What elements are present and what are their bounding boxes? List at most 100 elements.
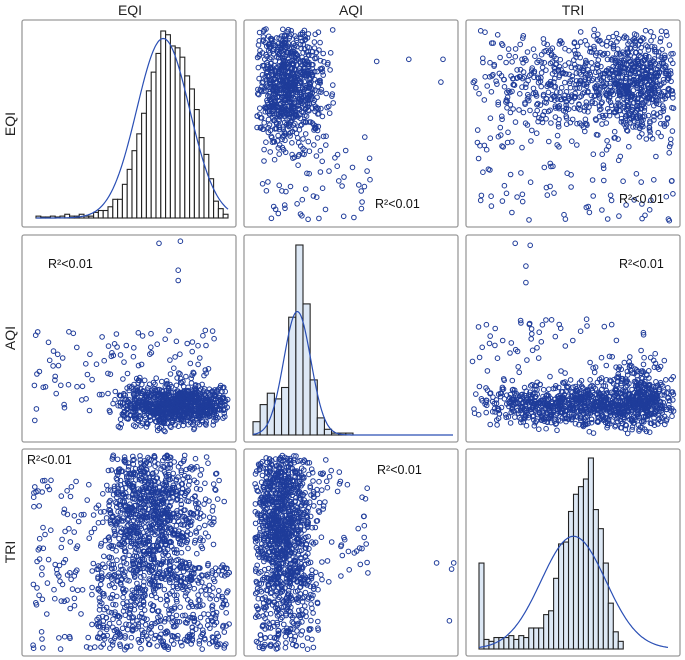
histogram-bar [513, 638, 520, 650]
scatter-point [504, 105, 510, 111]
scatter-point [303, 113, 310, 119]
scatter-point [268, 96, 274, 102]
scatter-point [290, 115, 297, 121]
scatter-point [583, 71, 589, 77]
scatter-point [584, 42, 590, 48]
scatter-point [608, 102, 615, 109]
scatter-point [318, 86, 325, 93]
scatter-point [270, 203, 277, 210]
scatter-point [610, 42, 617, 48]
scatter-point [594, 36, 601, 43]
scatter-point [274, 73, 281, 79]
scatter-point [583, 83, 590, 90]
scatter-point [539, 64, 546, 71]
column-label-aqi: AQI [339, 2, 363, 18]
scatter-point [278, 90, 284, 97]
scatter-point [660, 105, 667, 112]
scatter-point [480, 55, 486, 62]
scatter-point [566, 60, 572, 66]
scatter-point [266, 56, 273, 62]
scatter-point [551, 97, 558, 103]
scatter-point [573, 81, 579, 88]
scatter-point [589, 77, 595, 84]
scatter-point [440, 56, 446, 63]
histogram-bar [93, 211, 99, 219]
scatter-point [316, 215, 322, 222]
scatter-point [488, 89, 495, 95]
histogram-tri [478, 457, 669, 650]
scatter-point [538, 70, 545, 76]
scatter-point [278, 33, 285, 39]
scatter-point [294, 52, 301, 59]
scatter-point [663, 121, 670, 127]
scatter-point [648, 63, 655, 70]
scatter-point [311, 142, 317, 148]
scatter-point [293, 112, 300, 118]
scatter-point [283, 188, 289, 195]
histogram-bar [309, 379, 318, 436]
scatter-point [527, 107, 533, 114]
scatter-point [624, 49, 631, 55]
histogram-bar [548, 610, 555, 650]
scatter-point [281, 62, 288, 69]
scatter-point [650, 33, 657, 40]
scatter-point [546, 138, 552, 145]
scatter-point [614, 38, 620, 45]
scatter-point [282, 39, 288, 46]
scatter-point [283, 93, 289, 99]
scatter-point [520, 69, 527, 75]
scatter-point [261, 62, 267, 69]
scatter-point [623, 73, 630, 80]
scatter-point [261, 120, 268, 126]
scatter-point [603, 80, 610, 87]
scatter-point [287, 129, 294, 136]
histogram-bar [538, 627, 545, 650]
histogram-bar [572, 493, 580, 650]
scatter-point [489, 73, 495, 79]
scatter-point [298, 34, 304, 41]
scatter-point [578, 71, 584, 78]
scatter-point [313, 194, 320, 200]
scatter-point [529, 127, 535, 134]
histogram-bar [145, 90, 152, 219]
scatter-point [254, 124, 260, 131]
histogram-bar [483, 638, 490, 650]
scatter-point [658, 28, 665, 35]
scatter-point [297, 115, 304, 122]
scatter-point [302, 36, 309, 43]
scatter-point [541, 48, 548, 55]
scatter-point [510, 81, 517, 88]
histogram-bar [273, 398, 283, 436]
scatter-point [536, 115, 542, 121]
scatter-point [499, 42, 506, 49]
scatter-point [520, 35, 526, 41]
scatter-point [624, 127, 630, 133]
scatter-point [267, 81, 274, 88]
scatter-point [367, 176, 373, 183]
scatter-point [271, 156, 278, 163]
scatter-point [259, 181, 266, 187]
scatter-point [514, 67, 520, 73]
scatter-point [661, 55, 668, 62]
scatter-point [263, 139, 269, 145]
scatter-point [516, 107, 522, 113]
scatter-point [538, 83, 545, 90]
scatter-point [548, 52, 555, 59]
histogram-bar [117, 198, 123, 219]
histogram-bar [508, 635, 515, 650]
scatter-point [292, 77, 299, 84]
scatter-point [279, 54, 286, 61]
scatter-point [577, 77, 583, 84]
scatter-point [585, 109, 591, 115]
scatter-point [361, 183, 368, 190]
scatter-point [571, 57, 577, 63]
scatter-point [595, 69, 602, 75]
scatter-point [256, 91, 262, 98]
scatter-point [504, 98, 510, 104]
scatter-point [505, 129, 511, 136]
histogram-bar [121, 183, 128, 219]
scatter-point [327, 67, 333, 73]
scatter-point [482, 74, 489, 80]
scatter-point [275, 210, 282, 217]
